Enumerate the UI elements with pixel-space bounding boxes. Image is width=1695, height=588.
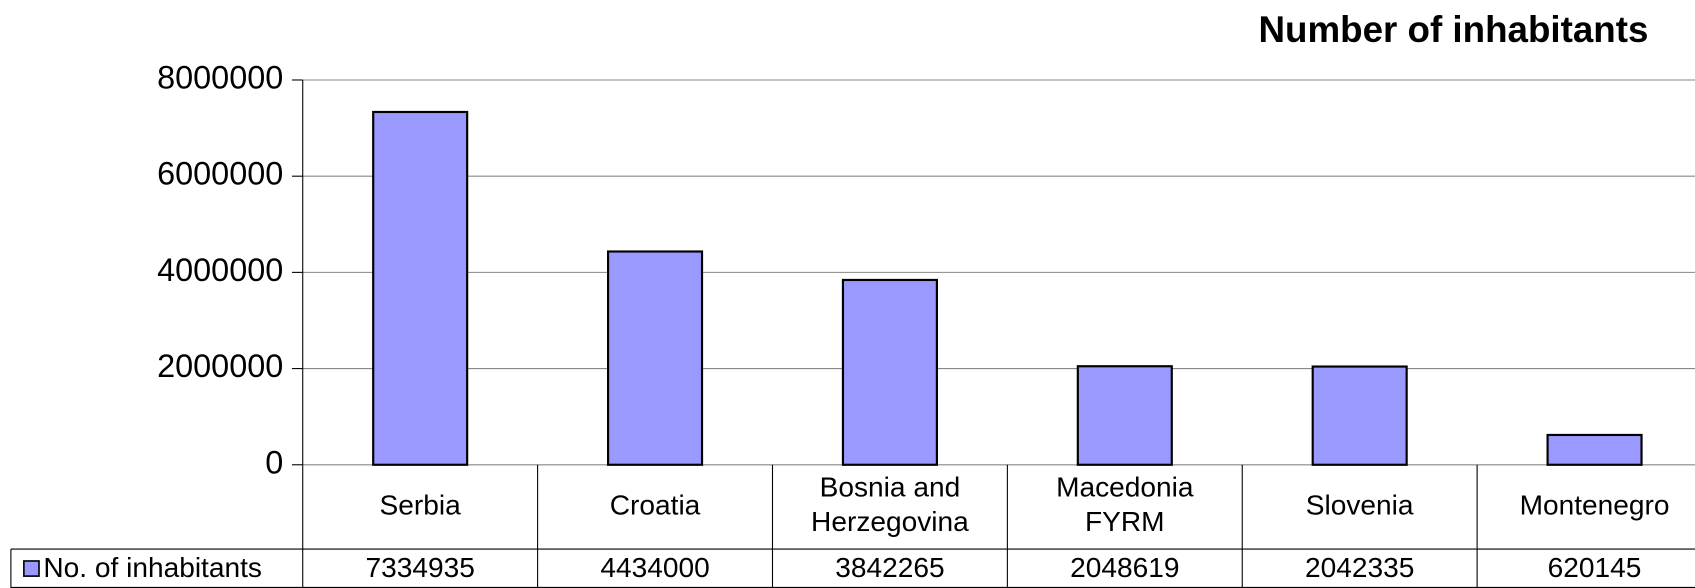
x-tick-label: Bosnia and Herzegovina bbox=[811, 472, 969, 538]
y-tick-label: 2000000 bbox=[157, 348, 283, 384]
y-tick-label: 0 bbox=[265, 444, 283, 480]
bar bbox=[606, 250, 704, 466]
chart-title: Number of inhabitants bbox=[1258, 9, 1648, 50]
table-value: 2042335 bbox=[1305, 552, 1414, 583]
y-tick-label: 4000000 bbox=[157, 252, 283, 288]
x-tick-label: Montenegro bbox=[1520, 489, 1670, 520]
table-value: 7334935 bbox=[365, 552, 474, 583]
x-tick-label: Slovenia bbox=[1306, 489, 1414, 520]
x-tick-label: Macedonia FYRM bbox=[1056, 472, 1194, 538]
bar bbox=[841, 278, 938, 466]
x-tick-label-line: Macedonia bbox=[1056, 472, 1194, 503]
bar bbox=[1076, 365, 1173, 466]
table-value: 620145 bbox=[1548, 552, 1642, 583]
table-value: 3842265 bbox=[835, 552, 944, 583]
table-value: 2048619 bbox=[1070, 552, 1179, 583]
x-tick-label-line: FYRM bbox=[1085, 507, 1165, 538]
x-tick-label: Croatia bbox=[610, 489, 701, 520]
legend-marker bbox=[23, 560, 40, 577]
legend-label: No. of inhabitants bbox=[43, 552, 262, 583]
bar bbox=[1311, 365, 1408, 466]
x-tick-label: Serbia bbox=[380, 489, 462, 520]
bar bbox=[1546, 433, 1643, 466]
x-tick-label-line: Bosnia and bbox=[820, 472, 961, 503]
bar bbox=[372, 110, 469, 466]
table-value: 4434000 bbox=[600, 552, 709, 583]
y-tick-label: 8000000 bbox=[157, 60, 283, 96]
x-tick-label-line: Herzegovina bbox=[811, 507, 969, 538]
y-tick-label: 6000000 bbox=[157, 156, 283, 192]
